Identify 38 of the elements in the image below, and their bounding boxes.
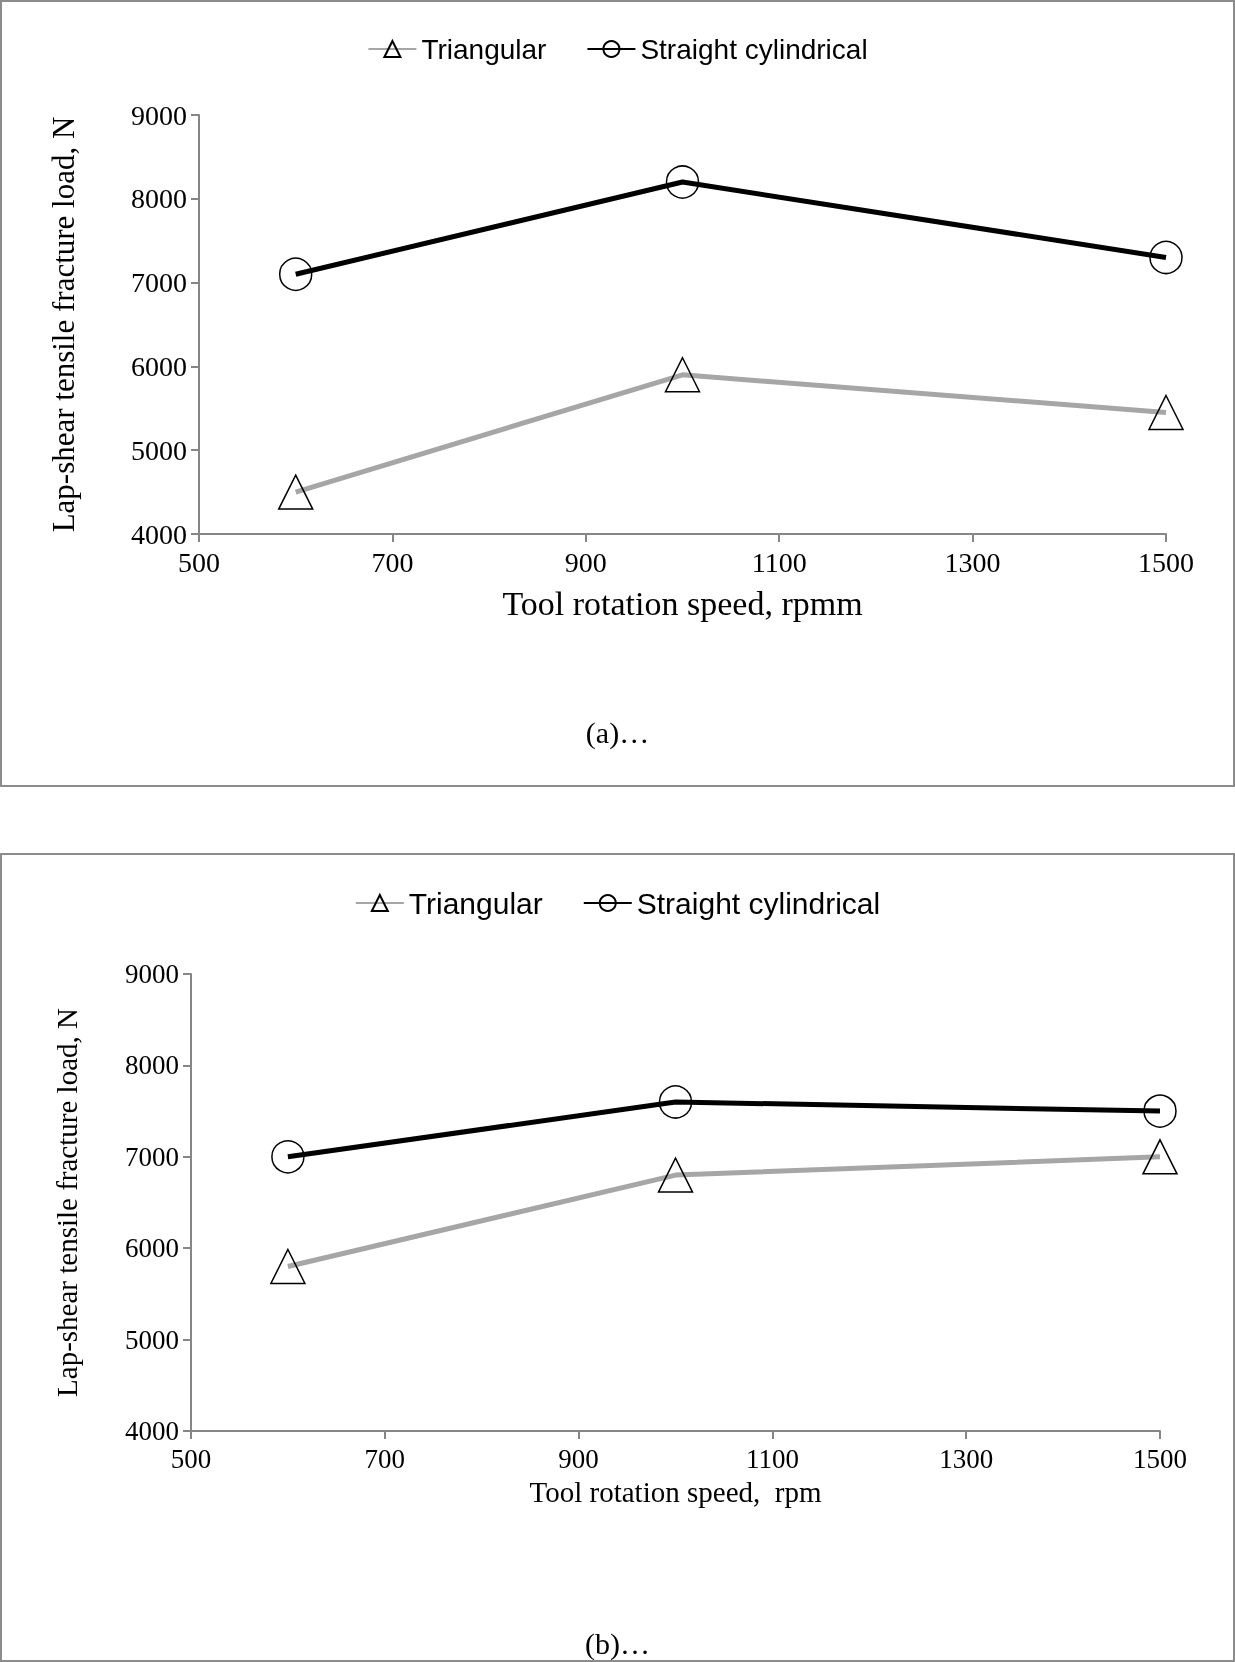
- y-axis-title: Lap-shear tensile fracture load, N: [50, 1008, 83, 1397]
- text: (b)…: [585, 1626, 650, 1661]
- point: [1143, 1094, 1177, 1128]
- legend-label: Straight cylindrical: [636, 886, 881, 920]
- x-axis-title: Tool rotation speed, rpmm: [502, 584, 863, 622]
- x-axis-title: Tool rotation speed, rpm: [529, 1475, 822, 1508]
- point: [665, 165, 700, 199]
- x-tick-label: 1500: [1138, 546, 1194, 578]
- x-tick-label: 1100: [745, 1443, 799, 1474]
- point: [658, 1085, 693, 1119]
- y-tick-label: 8000: [125, 1050, 179, 1081]
- x-tick-label: 1300: [944, 546, 1001, 578]
- point: [278, 257, 313, 291]
- y-tick-label: 6000: [125, 1233, 179, 1264]
- point: [1149, 240, 1183, 275]
- x-tick-label: 1300: [939, 1443, 994, 1474]
- y-tick-label: 6000: [131, 350, 187, 382]
- y-tick-label: 9000: [125, 959, 179, 989]
- point: [271, 1140, 305, 1174]
- x-tick-label: 700: [371, 546, 414, 578]
- legend-label: Straight cylindrical: [640, 33, 868, 65]
- x-tick-label: 900: [558, 1443, 599, 1474]
- y-tick-label: 5000: [125, 1324, 179, 1355]
- legend-label: Triangular: [421, 33, 547, 65]
- x-tick-label: 500: [170, 1443, 212, 1474]
- x-tick-label: 1500: [1133, 1443, 1187, 1474]
- y-tick-label: 7000: [131, 267, 187, 299]
- y-tick-label: 9000: [131, 99, 187, 131]
- text: (a)…: [585, 715, 650, 750]
- legend-label: Triangular: [408, 886, 543, 920]
- y-tick-label: 7000: [125, 1141, 179, 1172]
- y-tick-label: 5000: [131, 434, 187, 466]
- x-tick-label: 900: [564, 546, 607, 578]
- y-axis-title: Lap-shear tensile fracture load, N: [46, 116, 81, 533]
- y-tick-label: 8000: [131, 183, 187, 215]
- y-tick-label: 4000: [125, 1416, 179, 1446]
- x-tick-label: 700: [364, 1443, 406, 1474]
- x-tick-label: 1100: [751, 546, 807, 578]
